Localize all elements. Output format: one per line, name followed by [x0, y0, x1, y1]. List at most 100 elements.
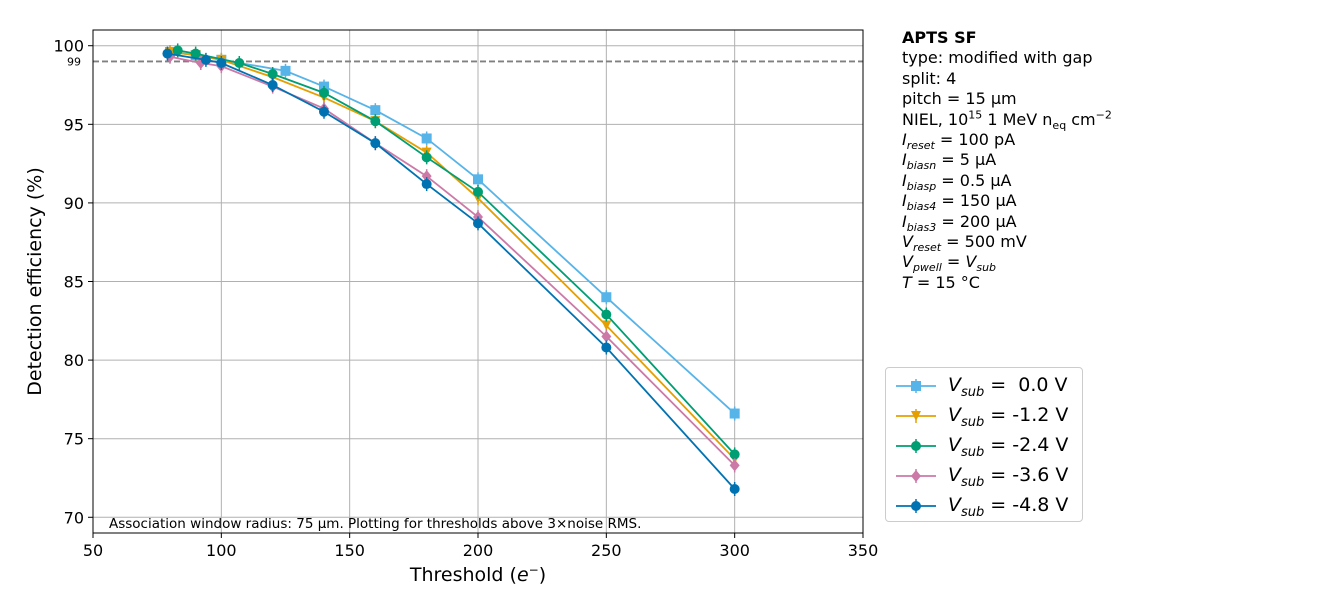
- legend-entry: Vsub = 0.0 V: [886, 372, 1082, 400]
- data-point: [190, 48, 201, 59]
- data-point: [162, 48, 173, 59]
- legend-swatch: [896, 499, 936, 513]
- y-tick-label: 90: [64, 194, 84, 213]
- axis-ticks: 50 100 150 200 250 300 350 70 75 80 85 90 95 100: [53, 37, 878, 560]
- legend-label: Vsub = -4.8 V: [948, 494, 1069, 520]
- data-point: [421, 170, 432, 183]
- x-tick-label: 50: [83, 541, 103, 560]
- series-0: [165, 45, 740, 421]
- data-point: [601, 309, 612, 320]
- series-line: [177, 49, 736, 456]
- x-tick-label: 350: [848, 541, 879, 560]
- y-tick-label: 75: [64, 430, 84, 449]
- legend-label: Vsub = -1.2 V: [948, 404, 1069, 430]
- legend-swatch: [896, 439, 936, 453]
- legend-swatch-marker: [911, 381, 921, 391]
- legend-swatch: [896, 469, 936, 483]
- data-point: [216, 58, 227, 69]
- info-vreset: Vreset = 500 mV: [902, 232, 1027, 255]
- series-1: [165, 45, 740, 467]
- x-axis-label: Threshold (e−): [409, 563, 546, 586]
- data-point: [473, 186, 483, 197]
- data-point: [729, 408, 740, 419]
- x-tick-label: 150: [334, 541, 365, 560]
- data-point: [267, 69, 278, 80]
- series-line: [169, 55, 736, 467]
- info-vpwell: Vpwell = Vsub: [902, 252, 997, 275]
- x-axis-label-unit: e: [517, 564, 529, 586]
- info-ibiasp: Ibiasp = 0.5 µA: [902, 170, 1012, 194]
- legend-swatch-marker: [911, 501, 921, 511]
- grid-lines: [92, 30, 864, 533]
- legend-label: Vsub = -3.6 V: [948, 464, 1069, 490]
- data-point: [370, 105, 381, 116]
- y-tick-label: 95: [64, 115, 84, 134]
- series-line: [169, 51, 736, 460]
- info-ibias3: Ibias3 = 200 µA: [902, 211, 1017, 234]
- data-point: [319, 87, 329, 98]
- y-tick-label: 100: [53, 37, 84, 56]
- x-axis-label-main: Threshold (: [409, 564, 517, 586]
- legend-label: Vsub = 0.0 V: [948, 374, 1068, 400]
- info-split: split: 4: [902, 68, 957, 88]
- data-point: [234, 58, 245, 69]
- legend-swatch-marker: [911, 411, 921, 421]
- y-tick-label: 80: [64, 351, 84, 370]
- data-point: [421, 179, 432, 190]
- data-point: [421, 152, 432, 163]
- series-layer: [162, 43, 740, 496]
- legend-entry: Vsub = -1.2 V: [886, 402, 1082, 430]
- info-ireset: Ireset = 100 pA: [902, 130, 1016, 153]
- data-point: [601, 330, 612, 343]
- data-point: [729, 449, 740, 460]
- x-tick-label: 100: [206, 541, 237, 560]
- info-temperature: T = 15 °C: [902, 272, 980, 292]
- data-point: [172, 45, 183, 56]
- data-point: [473, 218, 483, 229]
- data-point: [370, 116, 381, 127]
- info-title: APTS SF: [902, 28, 977, 47]
- data-point: [601, 292, 612, 303]
- data-point: [601, 342, 612, 353]
- x-tick-label: 250: [591, 541, 622, 560]
- legend-entry: Vsub = -3.6 V: [886, 462, 1082, 490]
- info-ibias4: Ibias4 = 150 µA: [902, 191, 1017, 214]
- x-tick-label: 200: [463, 541, 494, 560]
- legend-entry: Vsub = -2.4 V: [886, 432, 1082, 460]
- legend-entry: Vsub = -4.8 V: [886, 492, 1082, 520]
- legend-label: Vsub = -2.4 V: [948, 434, 1069, 460]
- y-axis-label: Detection efficiency (%): [24, 167, 46, 395]
- association-annotation: Association window radius: 75 µm. Plotti…: [109, 516, 641, 532]
- x-tick-label: 300: [719, 541, 750, 560]
- series-3: [165, 49, 740, 473]
- data-point: [267, 80, 278, 91]
- reference-line-label: 99: [67, 55, 81, 68]
- x-axis-label-sup: −: [529, 563, 539, 577]
- legend: Vsub = 0.0 V Vsub = -1.2 V Vsub = -2.4 V Vs…: [885, 367, 1083, 522]
- data-point: [421, 133, 432, 144]
- data-point: [729, 459, 740, 472]
- info-type: type: modified with gap: [902, 48, 1093, 68]
- data-point: [319, 106, 329, 117]
- info-niel: NIEL, 1015 1 MeV neq cm−2: [902, 108, 1112, 132]
- info-pitch: pitch = 15 µm: [902, 89, 1017, 109]
- series-line: [167, 52, 736, 490]
- data-point: [601, 320, 612, 331]
- y-tick-label: 70: [64, 508, 84, 527]
- data-point: [729, 483, 740, 494]
- data-point: [370, 138, 381, 149]
- data-point: [280, 65, 291, 76]
- data-point: [200, 54, 211, 65]
- info-ibiasn: Ibiasn = 5 µA: [902, 150, 997, 173]
- y-tick-label: 85: [64, 273, 84, 292]
- legend-swatch: [896, 409, 936, 423]
- series-4: [162, 46, 740, 496]
- series-2: [172, 43, 740, 462]
- data-point: [473, 174, 483, 185]
- legend-swatch: [896, 379, 936, 393]
- legend-swatch-marker: [911, 441, 921, 451]
- info-panel: APTS SF type: modified with gap split: 4…: [902, 28, 1112, 293]
- legend-swatch-marker: [911, 470, 921, 482]
- series-line: [169, 51, 736, 415]
